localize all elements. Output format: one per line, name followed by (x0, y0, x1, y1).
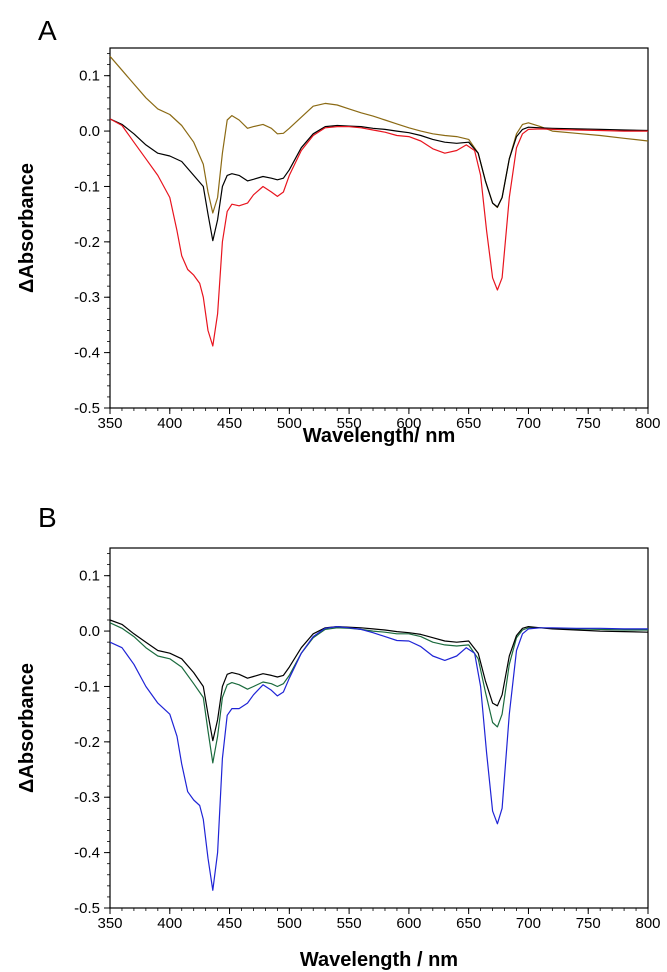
x-tick-label: 350 (97, 915, 122, 932)
y-tick-label: 0.0 (79, 623, 100, 640)
y-axis-ticks: -0.5 -0.4 -0.3 -0.2 -0.1 0.0 0.1 (74, 53, 110, 417)
series-line-1 (109, 55, 649, 214)
plot-frame (109, 547, 649, 909)
x-tick-label: 450 (217, 415, 242, 432)
y-tick-label: 0.1 (79, 568, 100, 585)
x-tick-label: 400 (157, 915, 182, 932)
x-tick-label: 500 (277, 415, 302, 432)
x-tick-label: 550 (337, 415, 362, 432)
x-tick-label: 350 (97, 415, 122, 432)
y-tick-label: -0.3 (74, 289, 100, 306)
y-tick-label: 0.0 (79, 123, 100, 140)
x-tick-label: 450 (217, 915, 242, 932)
y-tick-label: 0.1 (79, 68, 100, 85)
y-tick-label: -0.2 (74, 734, 100, 751)
panel-label: B (38, 502, 57, 533)
series-line-3 (109, 626, 648, 891)
x-tick-label: 600 (396, 915, 421, 932)
x-axis-ticks: 350 400 450 500 550 600 650 700 750 800 (97, 408, 661, 432)
chart-panel-a: A -0.5 -0.4 -0.3 -0.2 -0.1 0.0 0.1 350 400 450 50… (16, 15, 661, 447)
y-tick-label: -0.4 (74, 845, 100, 862)
plot-frame (109, 47, 649, 409)
x-tick-label: 750 (576, 915, 601, 932)
x-tick-label: 550 (337, 915, 362, 932)
y-axis-title: ΔAbsorbance (16, 663, 38, 793)
x-tick-label: 800 (635, 415, 660, 432)
series-group (109, 55, 649, 347)
x-tick-label: 750 (576, 415, 601, 432)
series-line-3 (109, 118, 648, 347)
y-tick-label: -0.5 (74, 900, 100, 917)
x-tick-label: 400 (157, 415, 182, 432)
y-axis-ticks: -0.5 -0.4 -0.3 -0.2 -0.1 0.0 0.1 (74, 553, 110, 917)
series-line-2 (109, 118, 649, 242)
y-tick-label: -0.3 (74, 789, 100, 806)
y-tick-label: -0.1 (74, 678, 100, 695)
x-tick-label: 650 (456, 915, 481, 932)
y-tick-label: -0.1 (74, 178, 100, 195)
x-tick-label: 800 (635, 915, 660, 932)
y-tick-label: -0.2 (74, 234, 100, 251)
series-line-1 (109, 622, 648, 764)
x-tick-label: 650 (456, 415, 481, 432)
x-tick-label: 700 (516, 415, 541, 432)
y-tick-label: -0.4 (74, 345, 100, 362)
chart-panel-b: B -0.5 -0.4 -0.3 -0.2 -0.1 0.0 0.1 350 400 450 50… (16, 502, 661, 971)
x-tick-label: 700 (516, 915, 541, 932)
panel-label: A (38, 15, 57, 46)
x-axis-ticks: 350 400 450 500 550 600 650 700 750 800 (97, 908, 661, 932)
x-tick-label: 600 (396, 415, 421, 432)
x-axis-title: Wavelength/ nm (303, 425, 456, 447)
y-axis-title: ΔAbsorbance (16, 163, 38, 293)
x-axis-title: Wavelength / nm (300, 949, 458, 971)
series-group (109, 619, 649, 891)
x-tick-label: 500 (277, 915, 302, 932)
y-tick-label: -0.5 (74, 400, 100, 417)
